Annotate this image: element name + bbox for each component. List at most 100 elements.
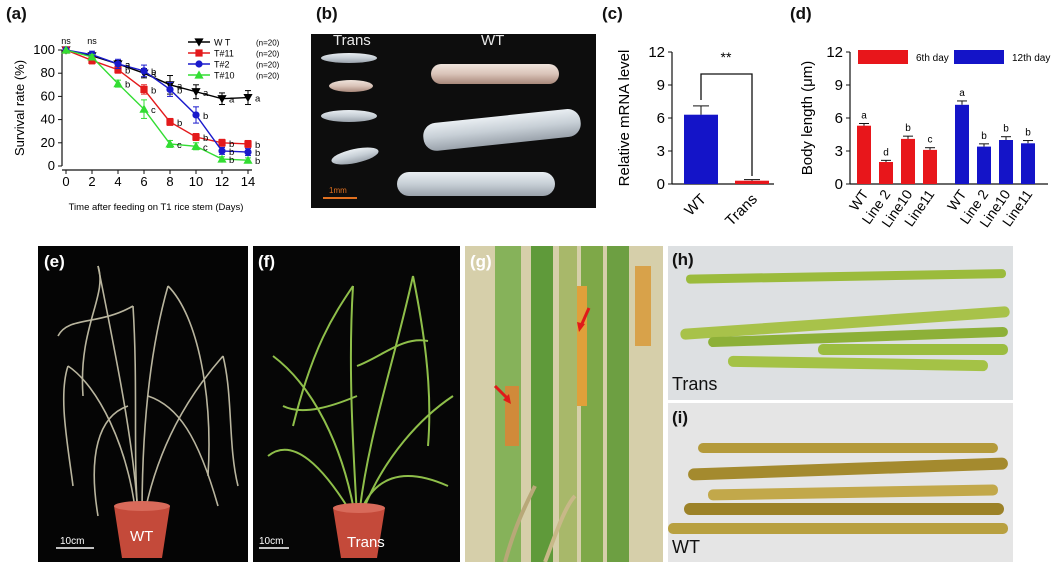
legend-label: T#2: [214, 60, 230, 70]
wt-stems-label: WT: [672, 537, 700, 557]
significance-letter: b: [177, 85, 182, 96]
series-line: [65, 49, 249, 161]
significance-letter: b: [125, 66, 130, 77]
trans-stems-label: Trans: [672, 374, 718, 394]
trans-pot-label: Trans: [347, 534, 385, 551]
y-tick-label: 80: [41, 65, 55, 80]
trans-stems-photo: Trans: [668, 246, 1013, 400]
legend-swatch: [954, 50, 1004, 64]
significance-letter: a: [861, 111, 867, 122]
significance-letter: b: [1025, 128, 1031, 139]
significance-letter: b: [203, 133, 208, 144]
data-point: [114, 66, 122, 74]
legend-marker: [194, 70, 204, 79]
significance-letter: c: [177, 140, 182, 151]
legend-label: 6th day: [916, 53, 949, 64]
significance-letter: b: [981, 131, 987, 142]
data-point: [243, 93, 253, 103]
y-tick-label: 40: [41, 112, 55, 127]
significance-letter: c: [928, 135, 933, 146]
panel-label-h: (h): [672, 250, 694, 269]
data-point: [218, 139, 226, 147]
legend-label: T#10: [214, 71, 235, 81]
panel-c: (c) 0 3 6 9 12 Relative mRNA level WT Trans **: [596, 0, 780, 232]
series-line: [65, 49, 249, 100]
significance-letter: a: [255, 94, 261, 105]
x-tick-label: 8: [166, 174, 173, 189]
y-tick-label: 12: [826, 44, 843, 61]
bar: [1021, 143, 1035, 184]
data-point: [114, 60, 122, 68]
significance-bracket: [700, 73, 753, 176]
x-tick-label: 4: [114, 174, 121, 189]
bar: [684, 114, 718, 184]
wt-pot-label: WT: [130, 528, 154, 545]
panel-label-a: (a): [6, 4, 27, 23]
y-tick-label: 100: [33, 42, 55, 57]
data-point: [244, 140, 252, 148]
significance-letter: b: [229, 155, 234, 166]
significance-letter: b: [125, 80, 130, 91]
ns-annotation: ns: [61, 36, 71, 46]
data-point: [87, 52, 97, 61]
data-point: [165, 139, 175, 148]
y-tick-label: 0: [48, 158, 55, 173]
data-point: [192, 133, 200, 141]
x-axis-label: Time after feeding on T1 rice stem (Days…: [69, 202, 244, 213]
significance-letter: b: [905, 123, 911, 134]
y-axis-label: Body length (μm): [799, 61, 816, 176]
significance-letter: a: [151, 69, 157, 80]
legend-label: T#11: [214, 49, 234, 59]
bar: [879, 162, 893, 184]
panel-label-g: (g): [470, 252, 492, 271]
larvae-trans-label: Trans: [333, 34, 371, 49]
significance-letter: a: [177, 81, 183, 92]
data-point: [61, 45, 71, 54]
data-point: [113, 79, 123, 88]
larvae-scale-label: 1mm: [329, 186, 347, 195]
y-axis-label: Relative mRNA level: [616, 50, 633, 187]
legend-label: 12th day: [1012, 53, 1050, 64]
data-point: [191, 88, 201, 97]
data-point: [243, 155, 253, 164]
significance-letter: b: [255, 156, 260, 167]
ns-annotation: ns: [87, 36, 97, 46]
wt-stems-photo: WT: [668, 403, 1013, 562]
significance-letter: b: [229, 147, 234, 158]
larvae-photo: Trans WT 1mm: [311, 34, 596, 208]
wt-stems-illustration: [668, 403, 1013, 562]
trans-plant-scale-label: 10cm: [259, 536, 284, 547]
wt-plant-photo: 10cm WT: [38, 246, 248, 562]
wt-plant-illustration: [56, 265, 239, 558]
x-tick-label: 14: [241, 174, 255, 189]
survival-rate-chart: 0 20 40 60 80 100 0 2 4 6 8 10 12 14 Time after feedin…: [12, 36, 280, 213]
bar: [857, 125, 871, 184]
data-point: [218, 147, 226, 155]
x-tick-label: WT: [681, 191, 710, 220]
wt-plant-scale-label: 10cm: [60, 536, 85, 547]
panel-d: (d) 0 3 6 9 12 Body length (μm) a WT d Line 2 b Lin…: [780, 0, 1051, 232]
significance-label: **: [721, 49, 732, 65]
data-point: [140, 67, 148, 75]
panel-label-c: (c): [602, 4, 623, 23]
stem-closeup-illustration: [465, 246, 663, 562]
legend-label: W T: [214, 38, 231, 48]
x-tick-label: 6: [140, 174, 147, 189]
data-point: [217, 154, 227, 163]
panel-label-i: (i): [672, 408, 689, 427]
significance-letter: b: [203, 111, 208, 122]
significance-letter: b: [151, 85, 156, 96]
significance-letter: b: [229, 139, 234, 150]
data-point: [166, 85, 174, 94]
significance-letter: a: [125, 60, 131, 71]
data-point: [244, 148, 252, 156]
y-tick-label: 20: [41, 135, 55, 150]
legend-marker: [195, 60, 203, 68]
significance-letter: b: [177, 118, 182, 129]
significance-letter: a: [229, 95, 235, 106]
y-tick-label: 9: [835, 77, 843, 94]
bar: [901, 138, 915, 184]
significance-letter: a: [203, 88, 209, 99]
series-line: [65, 49, 249, 153]
panel-a: (a) 0 20 40 60 80 100 0 2 4 6 8 10 12 14 Time after fe…: [0, 0, 300, 232]
